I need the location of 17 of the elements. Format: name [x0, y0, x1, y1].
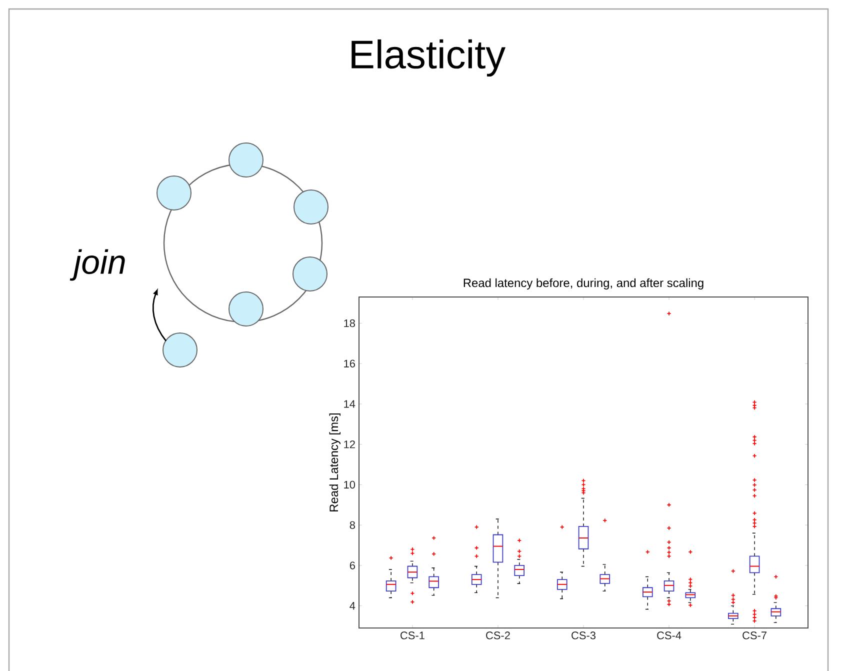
chart-subtitle: Read latency before, during, and after scaling	[464, 278, 704, 290]
y-tick-label: 16	[344, 360, 355, 368]
y-tick-label: 14	[344, 400, 356, 408]
x-tick-label: CS-2	[486, 632, 510, 640]
text: join	[70, 249, 125, 281]
x-tick-label: CS-4	[657, 632, 682, 640]
y-tick-label: 18	[344, 319, 355, 328]
y-tick-label: 8	[350, 521, 355, 529]
x-tick-label: CS-7	[742, 632, 766, 640]
y-tick-label: 10	[344, 480, 356, 489]
x-tick-label: CS-3	[572, 632, 596, 640]
x-tick-label: CS-1	[400, 632, 424, 640]
y-axis-title: Read Latency [ms]	[329, 414, 340, 512]
y-tick-label: 4	[350, 602, 356, 610]
y-tick-label: 6	[350, 562, 355, 570]
chart-title: Elasticity	[352, 39, 506, 77]
y-tick-label: 12	[344, 440, 355, 448]
